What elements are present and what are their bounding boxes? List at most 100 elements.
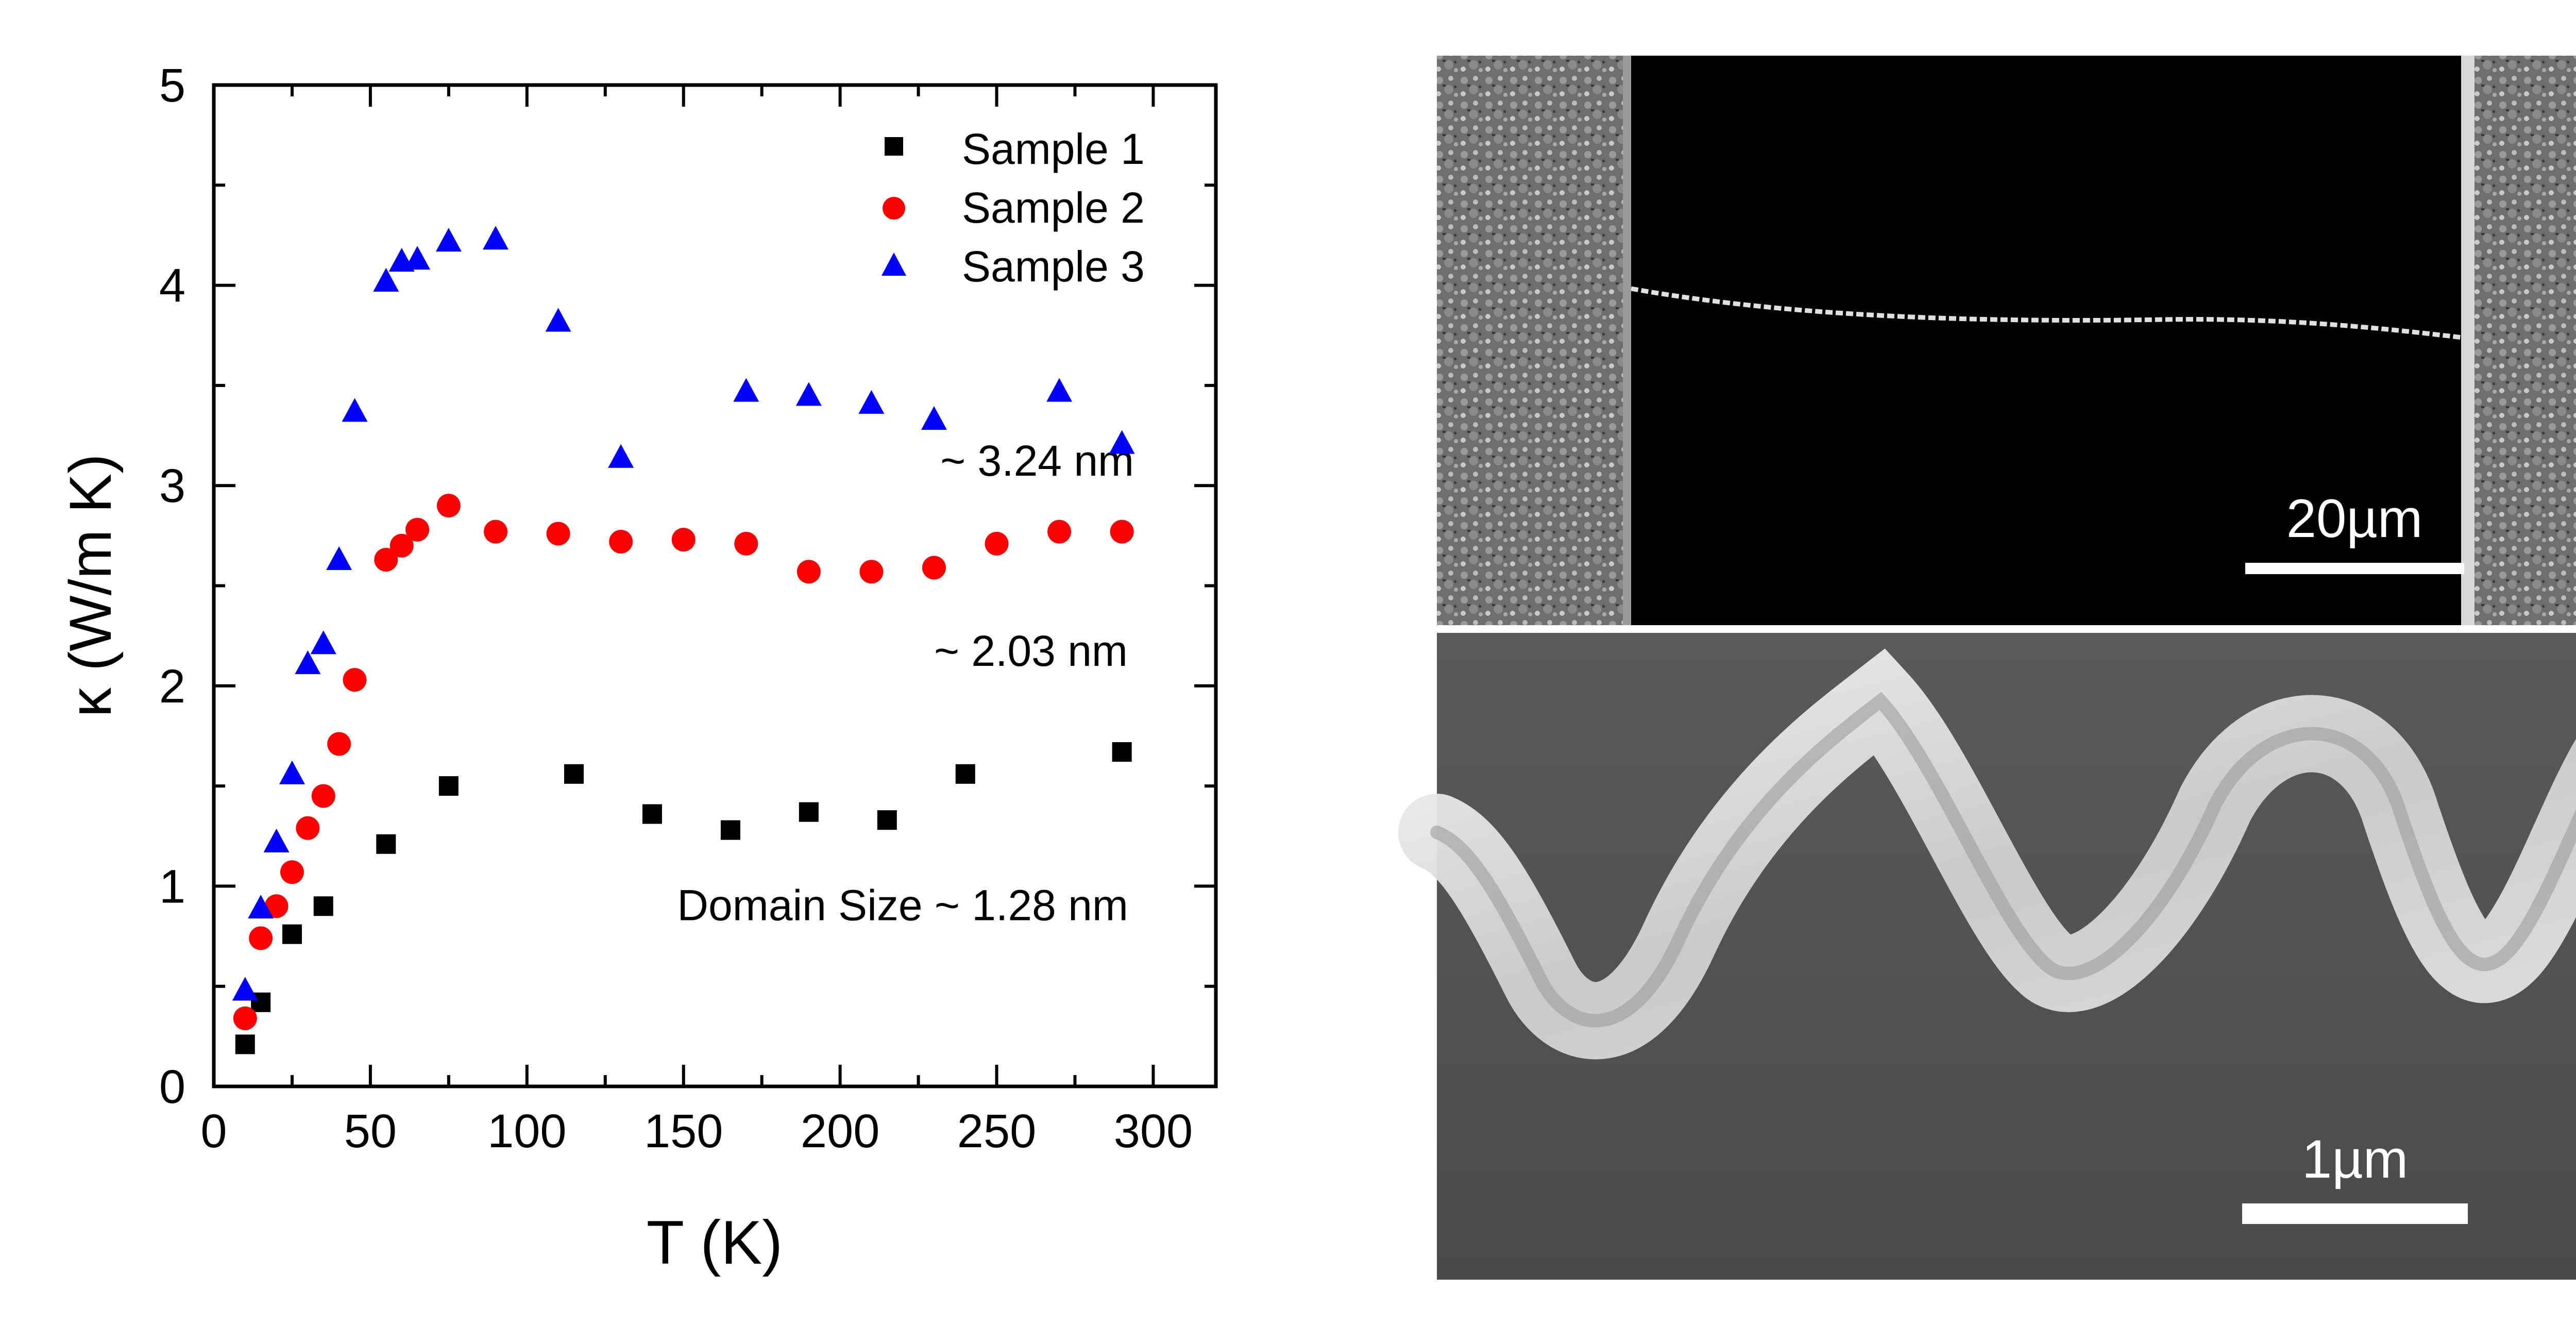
- scale-bar-bottom: [2242, 1203, 2468, 1224]
- data-point: [796, 560, 821, 584]
- data-point: [642, 804, 662, 824]
- data-point: [263, 828, 290, 852]
- data-markers: [232, 226, 1135, 1054]
- data-point: [608, 444, 634, 468]
- y-tick-label: 1: [159, 860, 185, 913]
- plot-frame: [212, 83, 1218, 1088]
- right-electrode-edge: [2461, 56, 2475, 625]
- data-point: [858, 390, 885, 414]
- legend-entry-sample-2: Sample 2: [962, 183, 1145, 232]
- data-point: [282, 924, 302, 944]
- data-point: [877, 810, 897, 830]
- data-point: [248, 895, 274, 919]
- legend-entry-sample-3: Sample 3: [962, 242, 1145, 291]
- data-point: [280, 860, 304, 884]
- data-point: [326, 546, 352, 570]
- legend-marker-sample-2: [883, 197, 905, 220]
- data-point: [327, 732, 351, 756]
- data-point: [313, 896, 333, 916]
- x-tick-label: 250: [957, 1105, 1037, 1158]
- y-tick-label: 5: [159, 59, 185, 112]
- x-tick-label: 150: [644, 1105, 723, 1158]
- data-point: [389, 533, 414, 558]
- data-point: [264, 894, 289, 918]
- y-tick-label: 3: [159, 460, 185, 512]
- data-point: [1110, 519, 1134, 544]
- x-tick-label: 300: [1114, 1105, 1193, 1158]
- x-tick-label: 50: [344, 1105, 397, 1158]
- y-axis-ticks: [214, 83, 1216, 1088]
- data-point: [799, 802, 819, 822]
- series-sample-1: [235, 742, 1132, 1054]
- legend: Sample 1 Sample 2 Sample 3: [882, 125, 1145, 291]
- sem-micrograph-bottom: 1µm: [1398, 633, 2576, 1280]
- left-electrode: [1437, 56, 1629, 625]
- series-sample-3: [232, 226, 1135, 1001]
- data-point: [342, 398, 368, 422]
- y-axis-label: κ (W/m K): [58, 454, 124, 717]
- right-electrode: [2461, 56, 2576, 625]
- scale-bar-top-label: 20µm: [2286, 489, 2423, 549]
- legend-entry-sample-1: Sample 1: [962, 125, 1145, 173]
- legend-marker-sample-3: [882, 253, 906, 276]
- legend-marker-sample-1: [885, 137, 903, 156]
- data-point: [483, 226, 509, 250]
- x-axis-ticks: [212, 85, 1155, 1086]
- y-tick-label: 4: [159, 260, 185, 312]
- data-point: [720, 820, 740, 840]
- data-point: [1047, 519, 1072, 544]
- data-point: [436, 494, 461, 518]
- x-tick-label: 0: [200, 1105, 227, 1158]
- data-point: [1046, 378, 1073, 402]
- scale-bar-top: [2245, 563, 2464, 574]
- data-point: [438, 776, 459, 796]
- annotations: ~ 3.24 nm ~ 2.03 nm Domain Size ~ 1.28 nm: [677, 437, 1134, 930]
- y-tick-label: 2: [159, 660, 185, 713]
- data-point: [1112, 742, 1132, 762]
- annotation-label: ~ 3.24 nm: [940, 437, 1134, 485]
- series-sample-2: [233, 494, 1134, 1030]
- scale-bar-bottom-label: 1µm: [2302, 1129, 2408, 1189]
- data-point: [249, 926, 273, 950]
- data-point: [546, 522, 570, 546]
- data-point: [1109, 430, 1135, 454]
- nanowire-helix-shadow: [1430, 692, 2576, 1028]
- x-tick-label: 100: [487, 1105, 567, 1158]
- data-point: [343, 668, 367, 692]
- data-point: [671, 528, 696, 552]
- data-point: [405, 517, 430, 542]
- data-point: [795, 382, 822, 406]
- y-axis-tick-labels: 0 1 2 3 4 5: [159, 59, 185, 1113]
- data-point: [279, 760, 305, 784]
- data-point: [233, 1006, 257, 1030]
- left-electrode-edge: [1623, 56, 1631, 625]
- data-point: [734, 531, 758, 556]
- data-point: [310, 630, 336, 655]
- data-point: [859, 560, 884, 584]
- data-point: [609, 530, 633, 554]
- annotation-label: ~ 2.03 nm: [934, 627, 1128, 675]
- data-point: [564, 764, 584, 784]
- y-tick-label: 0: [159, 1061, 185, 1113]
- data-point: [955, 764, 975, 784]
- data-point: [374, 547, 398, 572]
- data-point: [235, 1034, 255, 1054]
- x-axis-tick-labels: 0 50 100 150 200 250 300: [200, 1105, 1193, 1158]
- data-point: [435, 228, 462, 252]
- data-point: [922, 556, 946, 580]
- annotation-label: Domain Size ~ 1.28 nm: [677, 881, 1128, 929]
- data-point: [232, 977, 258, 1001]
- data-point: [373, 267, 399, 292]
- data-point: [733, 378, 759, 402]
- nanowire: [1631, 286, 2463, 340]
- data-point: [311, 784, 335, 808]
- data-point: [296, 816, 320, 840]
- x-axis-label: T (K): [647, 1208, 783, 1277]
- sem-micrograph-top: 20µm: [1437, 56, 2576, 625]
- data-point: [921, 406, 947, 430]
- x-tick-label: 200: [801, 1105, 880, 1158]
- data-point: [295, 650, 321, 675]
- data-point: [404, 246, 431, 270]
- data-point: [376, 834, 396, 854]
